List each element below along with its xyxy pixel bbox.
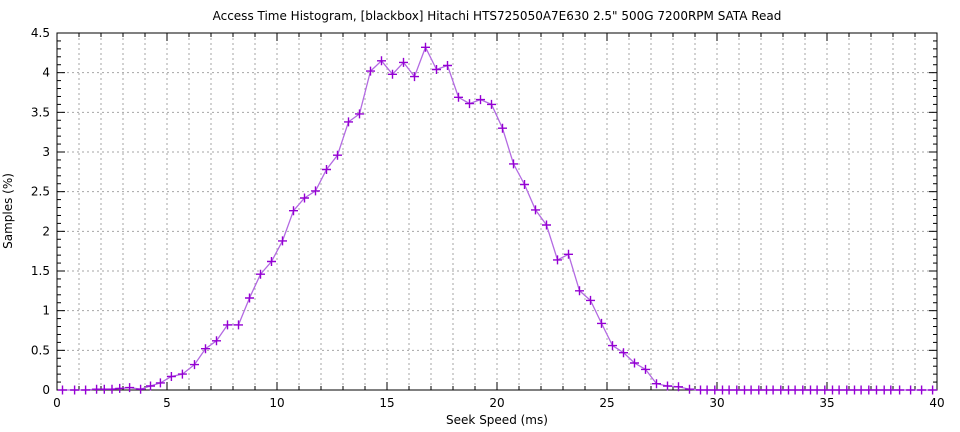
- y-tick-label: 1.5: [31, 264, 50, 278]
- chart-title: Access Time Histogram, [blackbox] Hitach…: [213, 9, 782, 23]
- y-tick-label: 3: [42, 145, 50, 159]
- y-tick-label: 1: [42, 304, 50, 318]
- x-tick-label: 30: [709, 396, 724, 410]
- y-axis-label: Samples (%): [1, 173, 15, 249]
- x-tick-label: 0: [53, 396, 61, 410]
- x-axis-label: Seek Speed (ms): [446, 413, 548, 427]
- x-tick-label: 35: [819, 396, 834, 410]
- x-tick-label: 5: [163, 396, 171, 410]
- x-tick-label: 25: [599, 396, 614, 410]
- y-tick-label: 4: [42, 66, 50, 80]
- x-tick-label: 15: [379, 396, 394, 410]
- y-tick-label: 0.5: [31, 343, 50, 357]
- y-tick-label: 2: [42, 224, 50, 238]
- data-series-line: [62, 45, 933, 391]
- x-tick-label: 10: [269, 396, 284, 410]
- y-tick-label: 0: [42, 383, 50, 397]
- data-series-markers: [58, 42, 938, 395]
- x-tick-label: 20: [489, 396, 504, 410]
- y-tick-label: 4.5: [31, 26, 50, 40]
- y-tick-label: 2.5: [31, 185, 50, 199]
- plot-border: [56, 32, 938, 391]
- x-tick-label: 40: [929, 396, 944, 410]
- y-tick-label: 3.5: [31, 105, 50, 119]
